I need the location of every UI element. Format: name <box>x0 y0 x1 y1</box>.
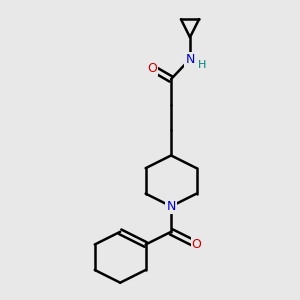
Text: N: N <box>185 52 195 66</box>
Text: N: N <box>167 200 176 213</box>
Text: O: O <box>147 62 157 75</box>
Text: O: O <box>192 238 202 251</box>
Text: H: H <box>197 60 206 70</box>
